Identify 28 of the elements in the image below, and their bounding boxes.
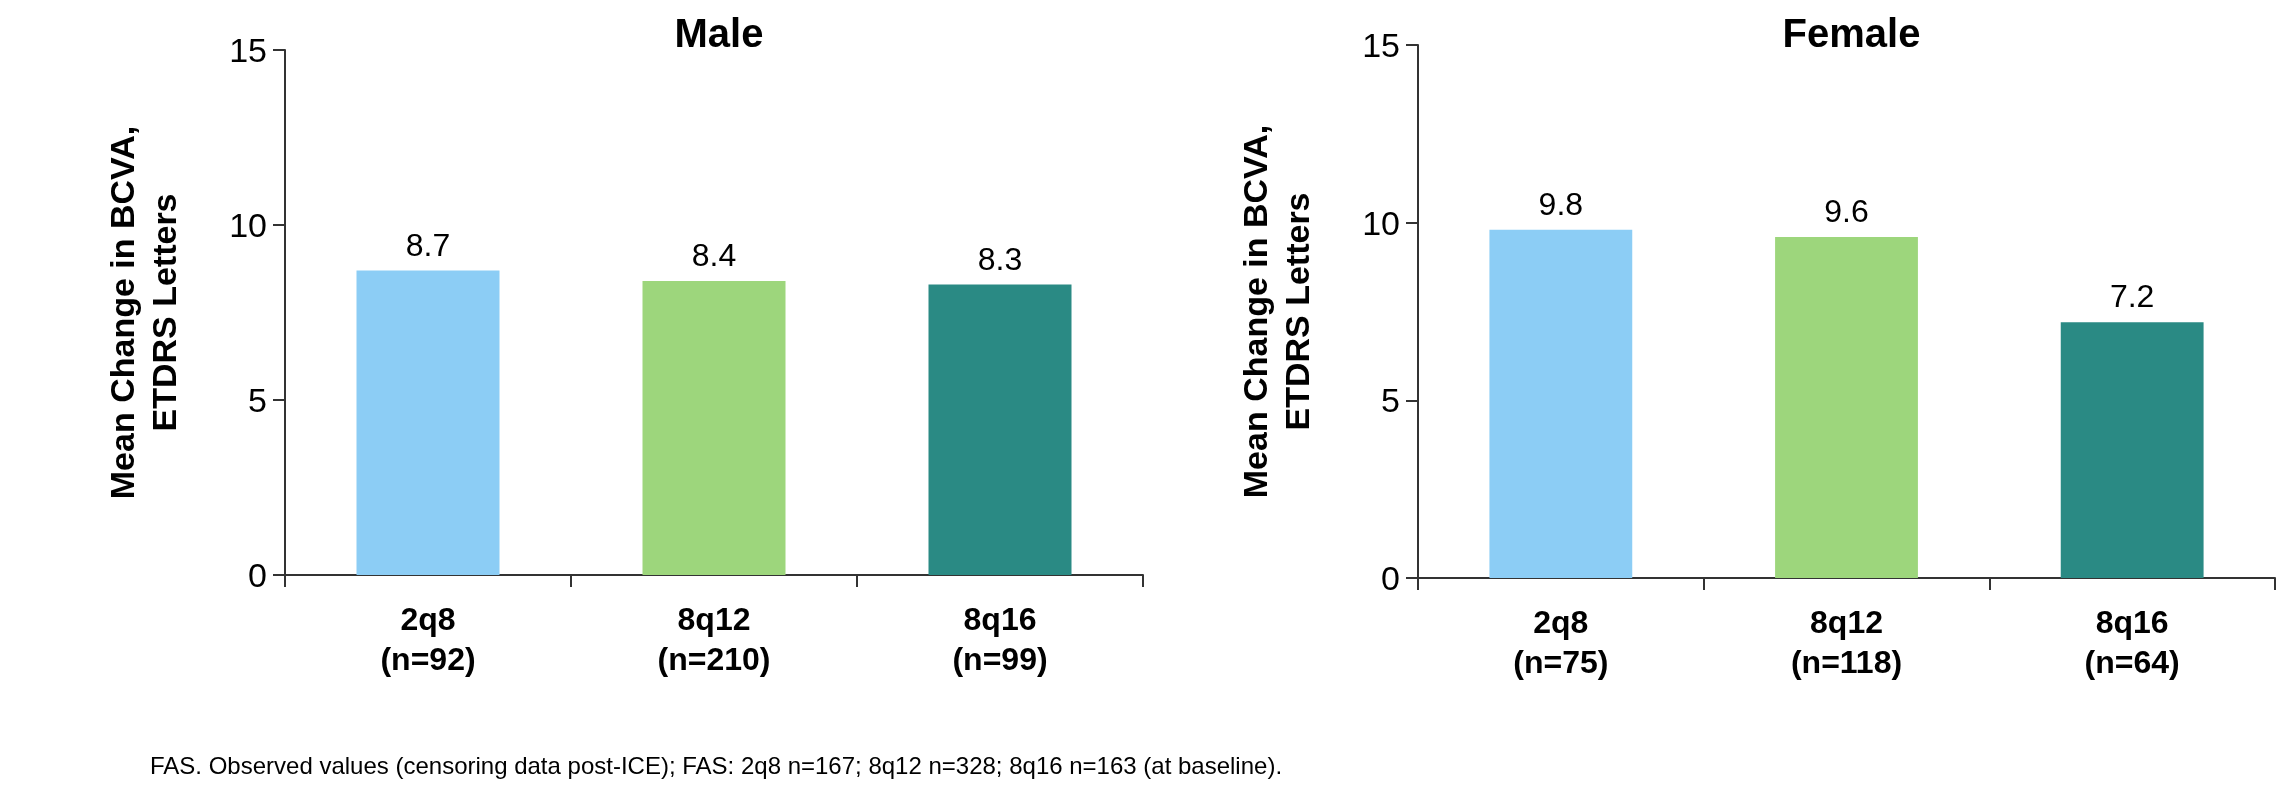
y-tick-label: 10 [229, 206, 267, 244]
y-tick-label: 5 [248, 381, 267, 419]
x-tick-label: 8q12 (n=210) [657, 601, 771, 677]
bar [1489, 229, 1633, 578]
y-axis-title: Mean Change in BCVA, ETDRS Letters [103, 125, 183, 500]
y-tick-label: 0 [1381, 559, 1400, 597]
data-label: 9.8 [1538, 185, 1584, 222]
chart-title: Male [674, 11, 764, 55]
data-label: 7.2 [2109, 278, 2155, 315]
text: FAS. Observed values (censoring data post-ICE); FAS: 2q8 n=167; 8q12 n=328; 8q16 n=163 (at baseline). [150, 752, 1283, 780]
x-tick-label: 8q16 (n=64) [2084, 604, 2180, 680]
data-label: 8.3 [977, 240, 1023, 277]
chart-title: Female [1782, 11, 1921, 55]
x-tick-label: 8q12 (n=118) [1790, 604, 1903, 680]
y-tick-label: 15 [1362, 26, 1400, 64]
bar [2060, 322, 2204, 578]
data-label: 8.4 [691, 237, 737, 273]
y-tick-label: 5 [1381, 381, 1400, 420]
data-label: 9.6 [1824, 192, 1869, 229]
y-tick-label: 15 [229, 31, 267, 69]
y-axis-title: Mean Change in BCVA, ETDRS Letters [1236, 124, 1316, 499]
x-tick-label: 2q8 (n=75) [1513, 604, 1609, 680]
x-tick-label: 2q8 (n=92) [380, 601, 476, 677]
x-tick-label: 8q16 (n=99) [952, 601, 1048, 677]
y-tick-label: 10 [1362, 203, 1400, 242]
bar [1775, 236, 1918, 578]
data-label: 8.7 [405, 226, 451, 263]
y-tick-label: 0 [248, 556, 267, 594]
